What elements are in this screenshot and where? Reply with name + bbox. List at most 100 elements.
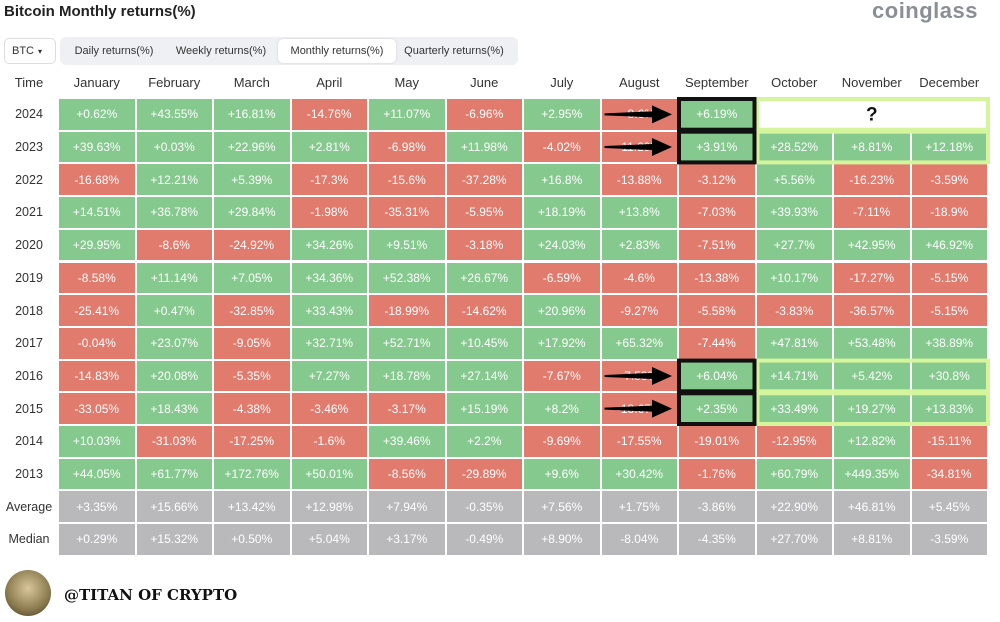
tab[interactable]: Monthly returns(%) [278,39,396,63]
cell: -5.58% [678,294,756,327]
cell: -3.59% [910,163,988,197]
title: Bitcoin Monthly returns(%) [4,3,196,20]
tab[interactable]: Quarterly returns(%) [404,45,504,57]
row-label: 2021 [15,205,43,220]
cell: +33.43% [290,294,368,327]
row-label: 2016 [15,368,43,383]
cell: +65.32% [600,326,678,360]
tab[interactable]: Daily returns(%) [74,45,154,57]
row-label: 2020 [15,238,43,253]
black-highlight [677,358,757,394]
cell: +46.92% [910,228,988,262]
cell: +7.05% [213,261,291,295]
cell: +39.46% [368,425,446,458]
cell: +30.8% [910,359,988,393]
cell: -7.03% [678,196,756,229]
cell: -36.57% [833,294,911,327]
cell: +8.81% [833,523,911,556]
cell: -5.15% [910,261,988,295]
cell: -3.12% [678,163,756,197]
cell: -0.35% [445,490,523,524]
arrow [604,138,672,157]
cell: +0.50% [213,523,291,556]
cell: -1.98% [290,196,368,229]
row-label: 2022 [15,172,43,187]
cell: +15.32% [135,523,213,556]
arrow [604,399,672,418]
cell: +22.90% [755,490,833,524]
cell: -4.02% [523,130,601,164]
cell: +2.81% [290,130,368,164]
cell: +32.71% [290,326,368,360]
row-label: 2014 [15,434,43,449]
cell: +5.42% [833,359,911,393]
cell: +2.2% [445,425,523,458]
cell: +0.47% [135,294,213,327]
green-highlight [755,391,990,426]
cell: +10.17% [755,261,833,295]
cell: +0.03% [135,130,213,164]
cell: -32.85% [213,294,291,327]
arrow [604,105,672,124]
cell: +11.14% [135,261,213,295]
cell: +27.7% [755,228,833,262]
cell: -4.6% [600,261,678,295]
row-label: 2013 [15,467,43,482]
row-label: 2015 [15,401,43,416]
cell: +7.94% [368,490,446,524]
cell: +13.83% [910,392,988,425]
cell: -25.41% [58,294,136,327]
cell: +8.81% [833,130,911,164]
cell: +2.95% [523,98,601,131]
cell: +61.77% [135,457,213,491]
cell: +2.83% [600,228,678,262]
cell: -8.58% [58,261,136,295]
cell: +13.8% [600,196,678,229]
black-highlight [677,129,757,165]
cell: +52.71% [368,326,446,360]
row-label: Median [8,532,50,547]
cell: -3.46% [290,392,368,425]
cell: -14.76% [290,98,368,131]
cell: -17.55% [600,425,678,458]
column-header: May [394,74,420,90]
cell: -14.62% [445,294,523,327]
cell: +0.62% [58,98,136,131]
cell: -29.89% [445,457,523,491]
cell: +3.35% [58,490,136,524]
cell: -7.44% [678,326,756,360]
column-header: February [148,74,201,90]
cell: -18.9% [910,196,988,229]
cell: +52.38% [368,261,446,295]
cell: -6.59% [523,261,601,295]
asset-select[interactable]: BTC ▾ [4,38,56,64]
cell: +1.75% [600,490,678,524]
cell: -37.28% [445,163,523,197]
cell: +17.92% [523,326,601,360]
cell: +11.98% [445,130,523,164]
cell: +12.82% [833,425,911,458]
cell: -3.18% [445,228,523,262]
brand: coinglass [872,0,978,23]
cell: +5.04% [290,523,368,556]
cell: -5.35% [213,359,291,393]
cell: -9.27% [600,294,678,327]
tab[interactable]: Weekly returns(%) [175,45,267,57]
cell: -16.23% [833,163,911,197]
cell: +16.8% [523,163,601,197]
cell: -7.67% [523,359,601,393]
cell: +10.45% [445,326,523,360]
cell: +18.78% [368,359,446,393]
cell: -1.76% [678,457,756,491]
cell: +43.55% [135,98,213,131]
cell: -17.3% [290,163,368,197]
cell: +13.42% [213,490,291,524]
cell: +5.45% [910,490,988,524]
cell: -9.69% [523,425,601,458]
row-label: 2019 [15,270,43,285]
cell: +9.6% [523,457,601,491]
cell: +36.78% [135,196,213,229]
cell: +29.95% [58,228,136,262]
cell: +50.01% [290,457,368,491]
cell: -16.68% [58,163,136,197]
